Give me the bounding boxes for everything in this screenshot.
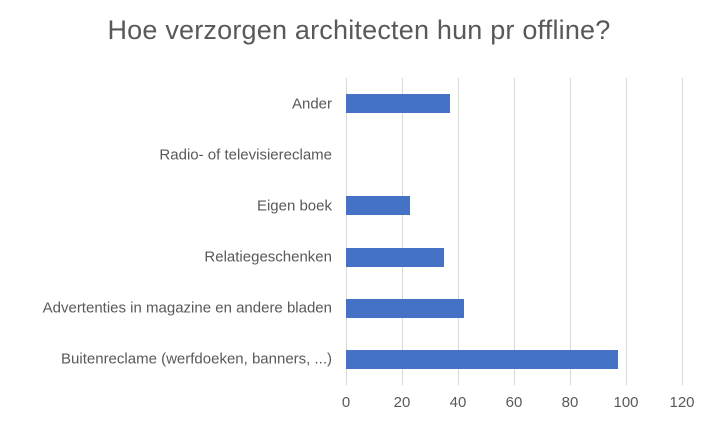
gridline-x-60 bbox=[513, 78, 515, 385]
plot-area bbox=[345, 78, 683, 385]
gridline-x-20 bbox=[401, 78, 403, 385]
bar-5 bbox=[346, 349, 618, 369]
category-label: Buitenreclame (werfdoeken, banners, ...) bbox=[61, 350, 332, 368]
x-tick-label-80: 80 bbox=[561, 394, 579, 411]
bar-2 bbox=[346, 196, 411, 216]
bar-4 bbox=[346, 298, 464, 318]
x-tick-label-20: 20 bbox=[393, 394, 411, 411]
category-label: Ander bbox=[291, 95, 332, 113]
bar-0 bbox=[346, 94, 450, 114]
bar-3 bbox=[346, 247, 444, 267]
gridline-x-40 bbox=[457, 78, 459, 385]
chart-title: Hoe verzorgen architecten hun pr offline… bbox=[107, 15, 611, 45]
category-label: Advertenties in magazine en andere blade… bbox=[42, 299, 332, 317]
x-tick-label-120: 120 bbox=[669, 394, 695, 411]
category-label: Eigen boek bbox=[256, 197, 332, 215]
gridline-x-0 bbox=[345, 78, 347, 385]
gridline-x-100 bbox=[625, 78, 627, 385]
x-tick-label-100: 100 bbox=[613, 394, 639, 411]
category-label: Radio- of televisiereclame bbox=[159, 146, 332, 164]
x-tick-label-40: 40 bbox=[449, 394, 467, 411]
gridline-x-80 bbox=[569, 78, 571, 385]
category-label: Relatiegeschenken bbox=[204, 248, 332, 266]
gridline-x-120 bbox=[681, 78, 683, 385]
x-tick-label-0: 0 bbox=[341, 394, 351, 411]
x-tick-label-60: 60 bbox=[505, 394, 523, 411]
